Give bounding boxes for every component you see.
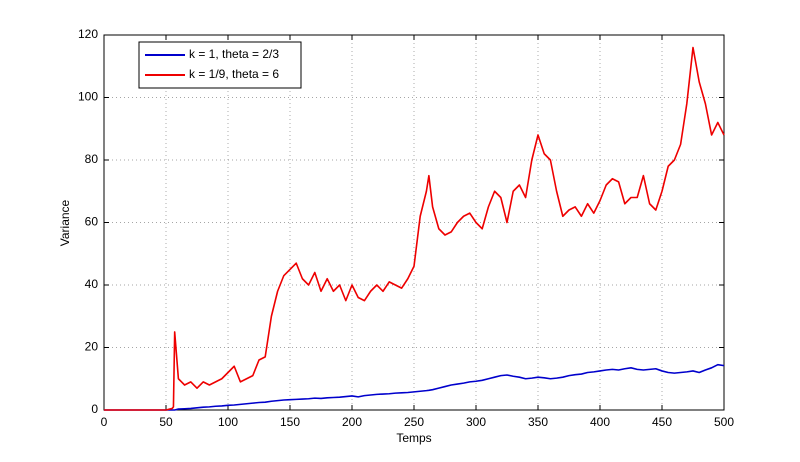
x-tick-label: 400 (590, 415, 610, 429)
legend: k = 1, theta = 2/3 k = 1/9, theta = 6 (138, 41, 302, 89)
plot-frame (103, 34, 725, 411)
y-tick-label: 100 (78, 90, 98, 104)
x-tick-label: 250 (404, 415, 424, 429)
x-tick-label: 50 (159, 415, 173, 429)
x-axis-label: Temps (396, 431, 431, 445)
legend-label: k = 1/9, theta = 6 (189, 67, 279, 81)
x-tick-label: 450 (652, 415, 672, 429)
x-tick-label: 200 (342, 415, 362, 429)
x-tick-label: 350 (528, 415, 548, 429)
x-tick-label: 100 (218, 415, 238, 429)
x-tick-label: 300 (466, 415, 486, 429)
legend-label: k = 1, theta = 2/3 (189, 47, 279, 61)
y-tick-label: 0 (91, 402, 98, 416)
x-tick-label: 0 (101, 415, 108, 429)
legend-box (138, 41, 302, 89)
x-tick-label: 500 (714, 415, 734, 429)
y-tick-label: 20 (85, 340, 99, 354)
y-axis-label: Variance (58, 199, 72, 246)
y-tick-label: 60 (85, 215, 99, 229)
data-line (104, 46, 725, 411)
y-tick-label: 120 (78, 27, 98, 41)
y-tick-label: 40 (85, 277, 99, 291)
y-tick-label: 80 (85, 152, 99, 166)
x-tick-label: 150 (280, 415, 300, 429)
data-line (104, 363, 725, 411)
